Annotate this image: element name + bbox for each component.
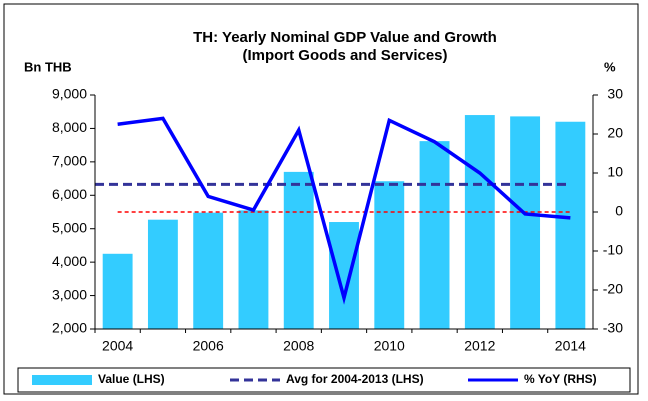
y2-tick-label: 0 [615,203,623,219]
y2-tick-label: -20 [603,281,623,297]
chart-subtitle: (Import Goods and Services) [242,47,447,64]
y-tick-label: 2,000 [52,320,87,336]
y2-axis-title: % [604,59,616,74]
y2-tick-label: 30 [607,86,623,102]
bar [147,219,178,329]
bar [419,141,450,329]
bar [102,253,133,329]
y-tick-label: 9,000 [52,86,87,102]
chart-title: TH: Yearly Nominal GDP Value and Growth [193,29,497,46]
y-tick-label: 5,000 [52,219,87,235]
bar [329,222,359,329]
legend-label: Value (LHS) [98,372,165,386]
x-tick-label: 2004 [102,338,133,354]
x-tick-label: 2012 [464,338,495,354]
x-tick-label: 2008 [283,338,314,354]
x-tick-label: 2006 [193,338,224,354]
y-axis-title: Bn THB [24,59,72,74]
x-tick-label: 2014 [555,338,586,354]
y-tick-label: 4,000 [52,253,87,269]
y-tick-label: 6,000 [52,186,87,202]
bar [374,181,405,329]
bar [283,171,314,329]
y2-tick-label: -30 [603,320,623,336]
y2-tick-label: 10 [607,164,623,180]
y-tick-label: 7,000 [52,153,87,169]
y2-tick-label: 20 [607,125,623,141]
bar [193,212,224,329]
y-tick-label: 3,000 [52,286,87,302]
legend-box [17,367,631,393]
legend-label: Avg for 2004-2013 (LHS) [286,372,424,386]
line-series [117,116,571,305]
legend-swatch [32,375,92,385]
bar [555,121,586,329]
legend-label: % YoY (RHS) [524,372,597,386]
x-tick-label: 2010 [374,338,405,354]
bar [510,116,541,329]
bar [238,210,269,329]
y2-tick-label: -10 [603,242,623,258]
y-tick-label: 8,000 [52,119,87,135]
bar [464,115,495,329]
